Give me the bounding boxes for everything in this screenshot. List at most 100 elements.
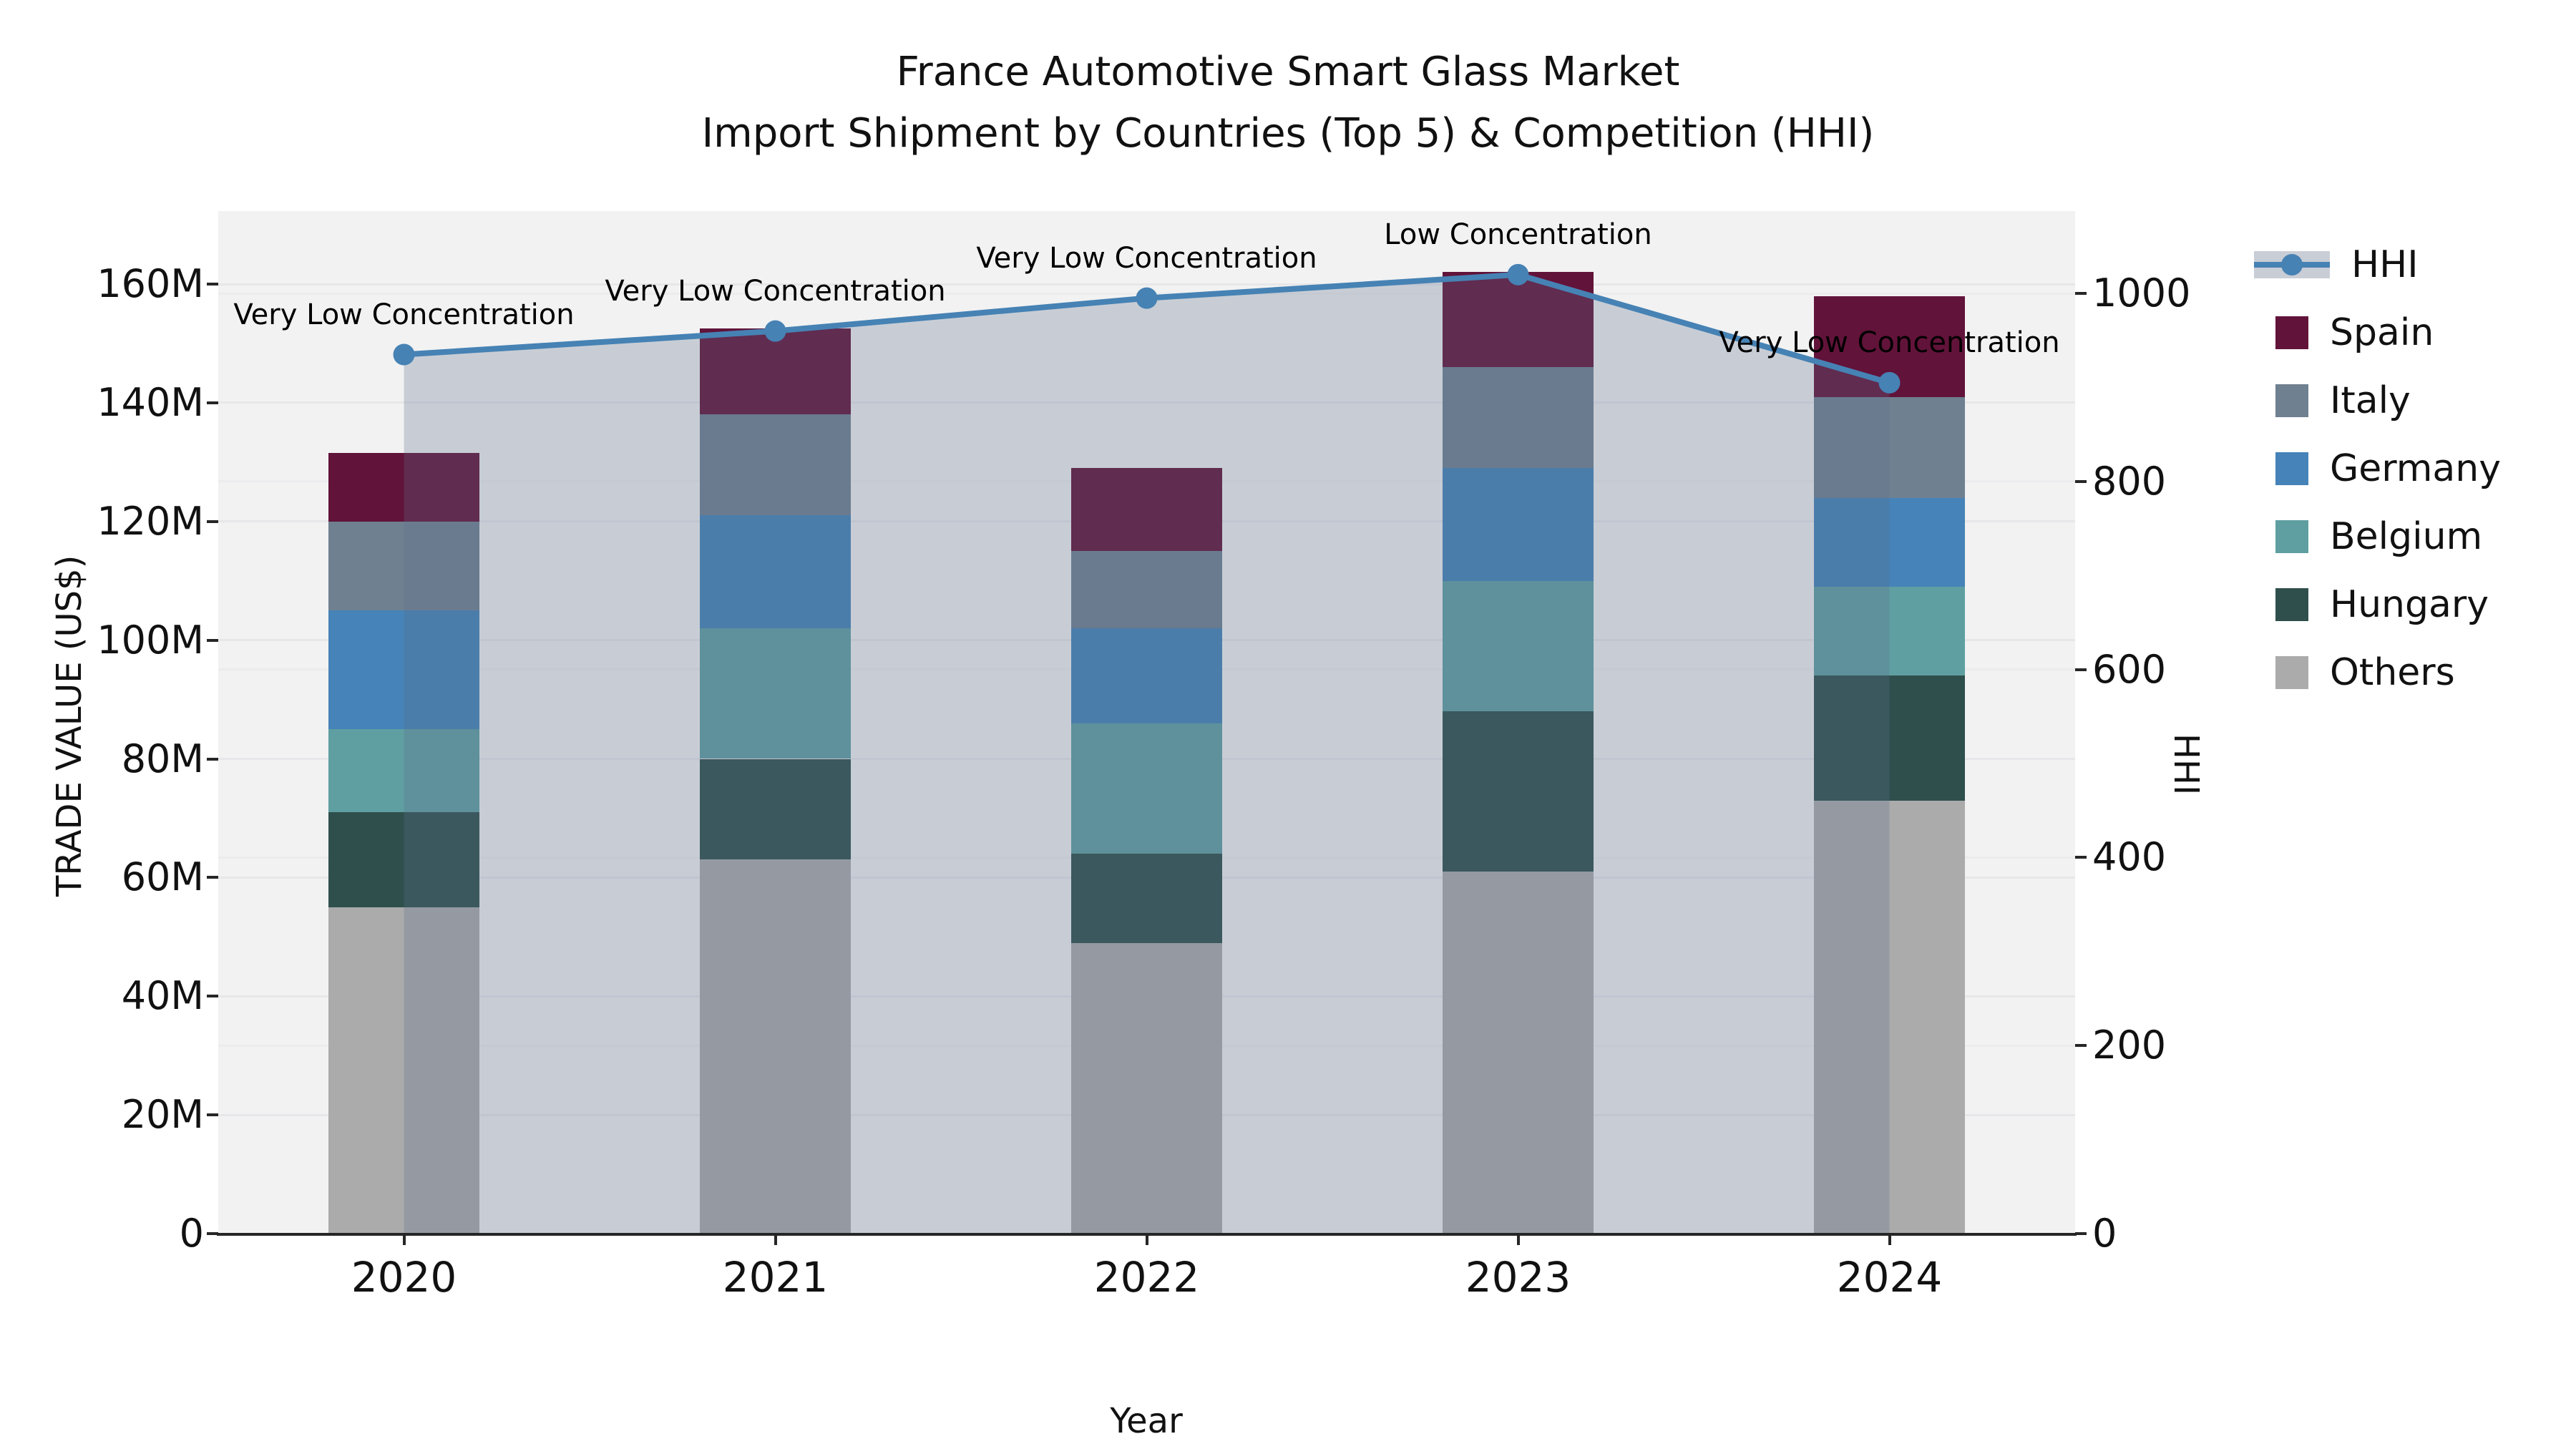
legend-item-spain: Spain [2254, 298, 2501, 366]
bar-segment-2022-spain [1071, 468, 1222, 552]
legend: HHI Spain Italy Germany Belgium Hungary Others [2254, 230, 2501, 706]
legend-hhi-line-sample [2254, 250, 2330, 278]
legend-swatch-belgium [2275, 519, 2308, 553]
tickmark-x-2023 [1516, 1234, 1520, 1245]
x-axis-label: Year [1110, 1401, 1183, 1441]
bar-segment-2021-others [700, 859, 851, 1234]
xtick-2020: 2020 [351, 1253, 457, 1302]
bar-segment-2023-hungary [1443, 711, 1594, 872]
legend-item-hhi: HHI [2254, 230, 2501, 298]
bar-segment-2023-italy [1443, 367, 1594, 469]
tickmark-left-140 [207, 401, 218, 404]
plot-area [218, 211, 2075, 1234]
hhi-marker-2021 [764, 320, 786, 342]
legend-label-hhi: HHI [2351, 243, 2419, 286]
legend-label-italy: Italy [2330, 379, 2411, 422]
ytick-left-100: 100M [97, 617, 204, 663]
ytick-right-800: 800 [2092, 458, 2167, 504]
y-axis-label-right: HHI [2166, 733, 2206, 796]
ytick-left-140: 140M [97, 379, 204, 425]
bar-segment-2020-spain [328, 453, 479, 522]
bar-segment-2020-others [328, 907, 479, 1234]
tickmark-x-2020 [402, 1234, 406, 1245]
tickmark-x-2024 [1888, 1234, 1891, 1245]
ytick-right-400: 400 [2092, 834, 2167, 880]
bar-segment-2022-germany [1071, 628, 1222, 723]
bar-segment-2021-spain [700, 328, 851, 415]
legend-item-hungary: Hungary [2254, 570, 2501, 638]
ytick-right-0: 0 [2092, 1211, 2117, 1256]
legend-item-others: Others [2254, 638, 2501, 706]
ytick-right-1000: 1000 [2092, 270, 2191, 316]
legend-label-belgium: Belgium [2330, 514, 2483, 558]
ytick-left-120: 120M [97, 498, 204, 544]
legend-swatch-germany [2275, 452, 2308, 485]
ytick-left-0: 0 [179, 1211, 204, 1256]
bar-segment-2022-italy [1071, 551, 1222, 629]
bar-segment-2021-germany [700, 515, 851, 629]
bar-segment-2021-italy [700, 414, 851, 516]
annotation-2023: Low Concentration [1384, 218, 1652, 251]
tickmark-right-200 [2075, 1044, 2087, 1048]
bar-segment-2021-hungary [700, 758, 851, 860]
tickmark-right-0 [2075, 1232, 2087, 1235]
ytick-right-600: 600 [2092, 646, 2167, 692]
chart-title: France Automotive Smart Glass Market Imp… [0, 42, 2576, 165]
legend-hhi-line-marker [2281, 253, 2303, 275]
legend-item-germany: Germany [2254, 434, 2501, 502]
annotation-2022: Very Low Concentration [976, 241, 1317, 275]
tickmark-left-20 [207, 1113, 218, 1117]
legend-swatch-hungary [2275, 587, 2308, 621]
annotation-2021: Very Low Concentration [605, 274, 946, 308]
legend-label-spain: Spain [2330, 311, 2434, 354]
tickmark-left-60 [207, 876, 218, 879]
hhi-marker-2022 [1136, 287, 1158, 309]
tickmark-left-160 [207, 283, 218, 286]
tickmark-left-100 [207, 638, 218, 642]
bar-segment-2023-germany [1443, 468, 1594, 581]
annotation-2020: Very Low Concentration [233, 298, 575, 331]
legend-item-italy: Italy [2254, 366, 2501, 434]
bar-segment-2020-italy [328, 521, 479, 611]
ytick-left-20: 20M [121, 1092, 204, 1138]
legend-label-hungary: Hungary [2330, 582, 2489, 626]
legend-label-others: Others [2330, 650, 2455, 694]
bar-segment-2024-hungary [1814, 675, 1965, 801]
gridline-left-160 [218, 283, 2075, 286]
xtick-2024: 2024 [1836, 1253, 1943, 1302]
tickmark-right-1000 [2075, 292, 2087, 296]
tickmark-right-400 [2075, 856, 2087, 859]
chart-title-line1: France Automotive Smart Glass Market [896, 49, 1680, 95]
bar-segment-2024-italy [1814, 396, 1965, 498]
chart-title-line2: Import Shipment by Countries (Top 5) & C… [701, 110, 1875, 157]
xtick-2023: 2023 [1465, 1253, 1571, 1302]
bar-segment-2024-others [1814, 800, 1965, 1234]
tickmark-left-0 [207, 1232, 218, 1235]
tickmark-left-120 [207, 519, 218, 523]
bar-segment-2022-hungary [1071, 854, 1222, 943]
tickmark-x-2022 [1145, 1234, 1148, 1245]
legend-item-belgium: Belgium [2254, 502, 2501, 570]
xtick-2022: 2022 [1093, 1253, 1200, 1302]
legend-swatch-others [2275, 655, 2308, 689]
bar-segment-2024-germany [1814, 497, 1965, 587]
gridline-left-140 [218, 401, 2075, 404]
hhi-area-fill [404, 274, 1890, 1234]
bar-segment-2021-belgium [700, 628, 851, 759]
bar-segment-2023-others [1443, 872, 1594, 1234]
tickmark-x-2021 [774, 1234, 777, 1245]
legend-swatch-spain [2275, 316, 2308, 349]
hhi-marker-2020 [393, 343, 415, 366]
legend-swatch-italy [2275, 384, 2308, 417]
bar-segment-2020-germany [328, 610, 479, 730]
tickmark-right-800 [2075, 479, 2087, 483]
ytick-left-80: 80M [121, 736, 204, 781]
hhi-marker-2024 [1878, 371, 1901, 394]
ytick-left-60: 60M [121, 854, 204, 900]
bar-segment-2020-hungary [328, 812, 479, 907]
bar-segment-2023-belgium [1443, 580, 1594, 712]
hhi-marker-2023 [1507, 263, 1529, 286]
tickmark-left-40 [207, 995, 218, 998]
